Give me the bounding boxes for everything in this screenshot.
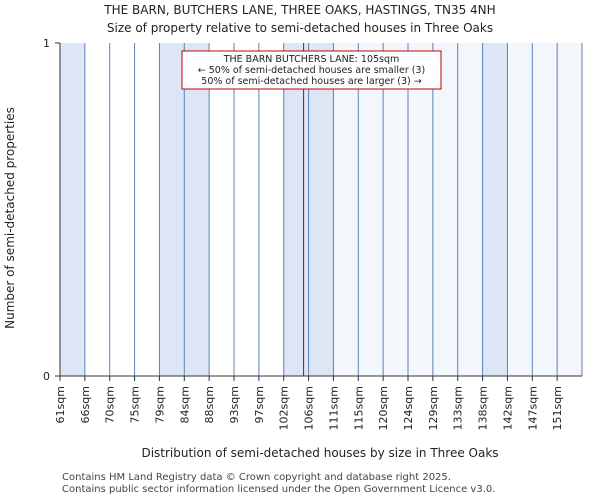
y-axis-label: Number of semi-detached properties (3, 107, 17, 329)
x-tick-label: 93sqm (228, 386, 241, 423)
x-axis-label: Distribution of semi-detached houses by … (141, 446, 498, 460)
footer-copyright: Contains HM Land Registry data © Crown c… (62, 472, 451, 483)
x-tick-label: 88sqm (203, 386, 216, 423)
y-tick-label: 1 (43, 37, 50, 50)
chart-subtitle: Size of property relative to semi-detach… (107, 21, 493, 35)
x-tick-label: 133sqm (452, 386, 465, 430)
x-tick-label: 138sqm (477, 386, 490, 430)
x-tick-label: 124sqm (402, 386, 415, 430)
bar (60, 43, 85, 376)
x-tick-label: 129sqm (427, 386, 440, 430)
x-tick-label: 151sqm (551, 386, 564, 430)
bar (159, 43, 185, 376)
bar (482, 43, 508, 376)
bar (308, 43, 334, 376)
x-tick-label: 106sqm (303, 386, 316, 430)
bar (184, 43, 210, 376)
x-tick-label: 120sqm (377, 386, 390, 430)
x-tick-label: 84sqm (178, 386, 191, 423)
larger-zone (303, 43, 582, 376)
bar (283, 43, 309, 376)
annotation-box (181, 50, 442, 90)
x-tick-label: 111sqm (327, 386, 340, 430)
annotation-line: 50% of semi-detached houses are larger (… (201, 76, 421, 87)
x-tick-label: 79sqm (153, 386, 166, 423)
footer-licence: Contains public sector information licen… (62, 484, 496, 495)
annotation-line: THE BARN BUTCHERS LANE: 105sqm (223, 54, 400, 65)
x-tick-label: 66sqm (79, 386, 92, 423)
x-tick-label: 75sqm (129, 386, 142, 423)
x-tick-label: 97sqm (253, 386, 266, 423)
y-tick-label: 0 (43, 370, 50, 383)
x-tick-label: 147sqm (526, 386, 539, 430)
chart-title: THE BARN, BUTCHERS LANE, THREE OAKS, HAS… (103, 3, 495, 17)
x-tick-label: 115sqm (352, 386, 365, 430)
x-tick-label: 142sqm (501, 386, 514, 430)
x-tick-label: 70sqm (104, 386, 117, 423)
x-tick-label: 61sqm (54, 386, 67, 423)
x-tick-label: 102sqm (278, 386, 291, 430)
plot-area: 0 1 61sqm 66sqm 70sqm 75sqm 79sqm 84sqm 88sqm 93s… (43, 37, 583, 430)
annotation-line: ← 50% of semi-detached houses are smalle… (198, 65, 426, 76)
